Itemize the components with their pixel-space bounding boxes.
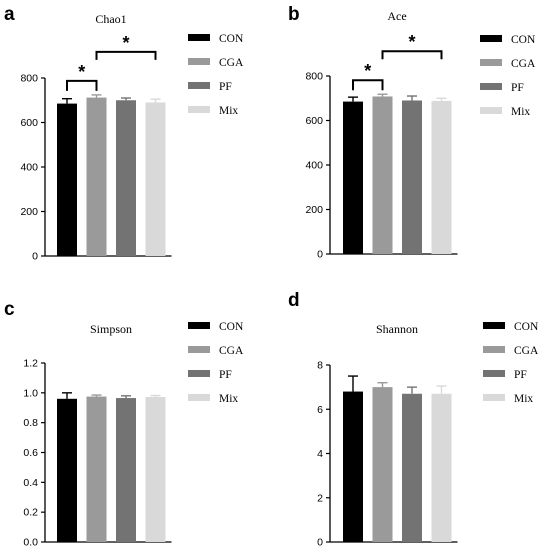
- legend-swatch: [480, 83, 502, 90]
- legend-label: CON: [511, 34, 536, 46]
- y-tick-label: 200: [20, 206, 38, 218]
- legend-label: CON: [219, 33, 244, 45]
- y-tick-label: 1.2: [23, 358, 38, 370]
- panel-a-chao1: a Chao1 0 200 400 600 800 * * CON CGA PF Mix: [4, 4, 244, 263]
- bar-con: [343, 101, 363, 255]
- y-tick-label: 0.4: [23, 477, 38, 489]
- bar-mix: [145, 397, 166, 542]
- panel-d-shannon: d Shannon 0 2 4 6 8 CON CGA PF Mix: [288, 290, 539, 549]
- panel-c-simpson: c Simpson 0.0 0.2 0.4 0.6 0.8 1.0 1.2 CON CGA PF Mix: [4, 299, 244, 549]
- legend-label: CON: [219, 321, 244, 333]
- bar-mix: [145, 102, 166, 256]
- legend-label: PF: [511, 82, 524, 94]
- legend-swatch: [188, 106, 210, 113]
- bar-con: [57, 398, 77, 542]
- legend-swatch: [188, 370, 210, 377]
- significance-bracket: [352, 79, 384, 91]
- legend-swatch: [483, 370, 505, 377]
- legend-swatch: [480, 107, 502, 114]
- legend-swatch: [188, 346, 210, 353]
- y-tick-label: 0.2: [23, 507, 38, 519]
- significance-star: *: [122, 33, 129, 53]
- significance-star: *: [78, 62, 85, 82]
- bar-pf: [402, 393, 422, 542]
- y-tick-label: 400: [20, 162, 38, 174]
- y-tick-label: 6: [317, 404, 323, 416]
- bar-cga: [86, 97, 107, 256]
- significance-bracket: [381, 50, 443, 60]
- bar-pf: [116, 100, 136, 256]
- significance-bracket: [66, 79, 98, 91]
- panel-b-ace: b Ace 0 200 400 600 800 * * CON CGA PF Mix: [288, 4, 536, 261]
- significance-star: *: [364, 61, 371, 81]
- bar-cga: [372, 96, 393, 254]
- y-tick-label: 400: [305, 160, 323, 172]
- legend-swatch: [188, 58, 210, 65]
- y-tick-label: 2: [317, 492, 323, 504]
- chart-title: Shannon: [376, 322, 418, 336]
- legend-swatch: [483, 322, 505, 329]
- bar-pf: [402, 100, 422, 254]
- panel-letter: d: [288, 290, 300, 311]
- bar-cga: [86, 396, 107, 542]
- legend-label: CGA: [219, 345, 244, 357]
- y-tick-label: 0: [317, 537, 323, 549]
- y-tick-label: 4: [317, 448, 323, 460]
- y-tick-label: 800: [305, 71, 323, 83]
- chart-title: Simpson: [90, 322, 132, 336]
- y-tick-label: 1.0: [23, 387, 38, 399]
- legend-swatch: [188, 394, 210, 401]
- legend-swatch: [483, 394, 505, 401]
- legend-swatch: [188, 82, 210, 89]
- legend-swatch: [188, 34, 210, 41]
- y-tick-label: 0.6: [23, 447, 38, 459]
- bar-mix: [431, 100, 452, 254]
- chart-title: Ace: [387, 9, 406, 23]
- bar-mix: [431, 393, 452, 542]
- y-tick-label: 0: [32, 251, 38, 263]
- legend-label: CON: [514, 321, 539, 333]
- legend-swatch: [480, 35, 502, 42]
- significance-star: *: [408, 32, 415, 52]
- legend-swatch: [188, 322, 210, 329]
- legend-label: CGA: [219, 57, 244, 69]
- legend-label: PF: [219, 369, 232, 381]
- panel-letter: b: [288, 4, 300, 25]
- y-tick-label: 0: [317, 249, 323, 261]
- bar-cga: [372, 387, 393, 542]
- legend-swatch: [483, 346, 505, 353]
- legend-label: CGA: [511, 58, 536, 70]
- legend-label: Mix: [219, 393, 238, 405]
- y-tick-label: 800: [20, 73, 38, 85]
- legend-label: PF: [219, 81, 232, 93]
- chart-title: Chao1: [95, 12, 126, 26]
- y-tick-label: 8: [317, 360, 323, 372]
- legend-label: Mix: [514, 393, 533, 405]
- y-tick-label: 600: [20, 117, 38, 129]
- y-tick-label: 0.8: [23, 417, 38, 429]
- legend-label: Mix: [511, 106, 530, 118]
- bar-con: [343, 391, 363, 542]
- y-tick-label: 0.0: [23, 537, 38, 549]
- legend-swatch: [480, 59, 502, 66]
- legend-label: Mix: [219, 105, 238, 117]
- y-tick-label: 600: [305, 115, 323, 127]
- legend-label: PF: [514, 369, 527, 381]
- bar-con: [57, 103, 77, 257]
- panel-letter: a: [4, 4, 15, 25]
- significance-bracket: [95, 50, 157, 60]
- legend-label: CGA: [514, 345, 539, 357]
- y-tick-label: 200: [305, 204, 323, 216]
- bar-pf: [116, 398, 136, 542]
- panel-letter: c: [4, 299, 15, 320]
